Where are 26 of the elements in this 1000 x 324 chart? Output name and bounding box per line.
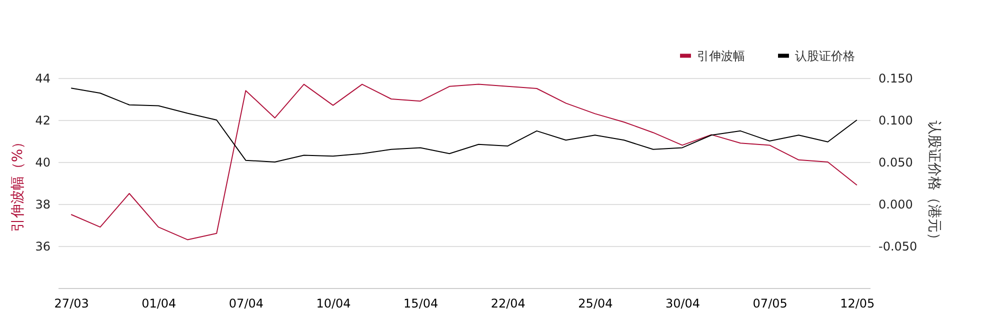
x-tick-label: 10/04 [316,296,351,310]
y2-tick-label: -0.050 [878,240,918,254]
y-tick-label: 40 [35,156,50,170]
y2-tick-label: 0.100 [878,114,913,128]
y-tick-label: 36 [35,240,50,254]
y-axis-title: 引伸波幅（%） [10,134,26,232]
x-tick-label: 25/04 [578,296,613,310]
x-tick-label: 22/04 [490,296,526,310]
y2-tick-label: 0.150 [878,72,913,86]
y2-tick-label: 0.000 [878,198,913,212]
legend-label: 认股证价格 [795,48,855,63]
x-tick-label: 07/04 [228,296,264,310]
y-tick-label: 44 [35,72,50,86]
x-tick-label: 15/04 [404,296,438,310]
y-tick-label: 38 [35,198,50,212]
legend-label: 引伸波幅 [697,48,745,63]
y-tick-label: 42 [35,114,50,128]
line-series [70,88,858,162]
x-tick-label: 30/04 [665,296,700,310]
y2-axis-title: 认股证价格（港元） [926,120,942,246]
x-tick-label: 27/03 [54,296,89,310]
line-series [70,84,858,240]
x-tick-label: 07/05 [752,296,788,310]
y2-tick-label: 0.050 [878,156,913,170]
x-tick-label: 01/04 [142,296,176,310]
x-tick-label: 12/05 [840,296,875,310]
